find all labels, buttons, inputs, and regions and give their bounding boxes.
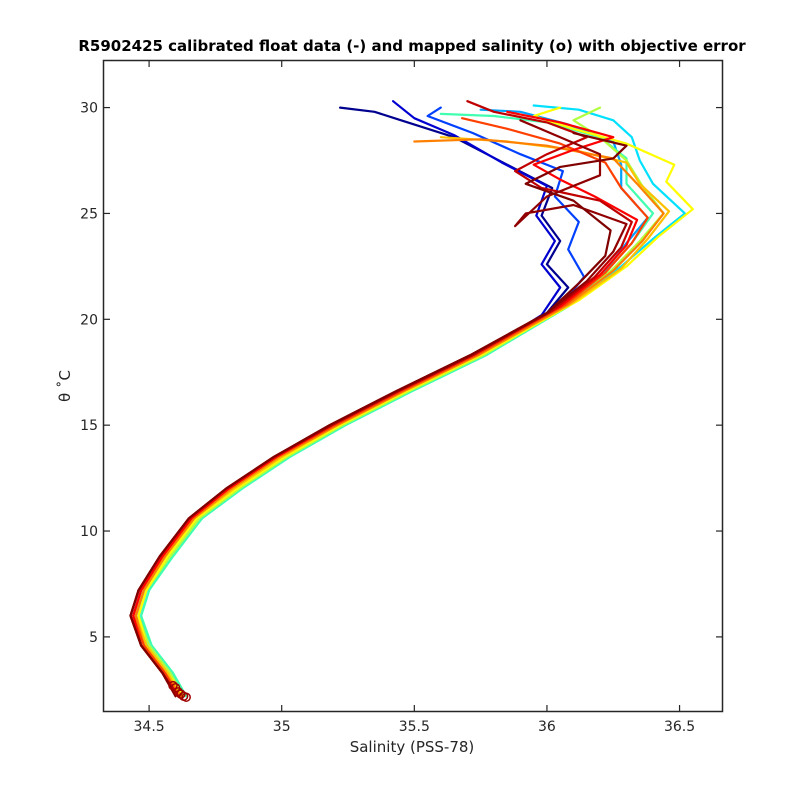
x-tick-label: 36 [538,719,556,735]
y-tick-label: 15 [80,418,98,434]
x-tick-label: 35 [273,719,291,735]
y-axis: 5 10 15 20 25 30 [80,101,722,646]
y-tick-label: 10 [80,524,98,540]
profile-line-8 [137,106,694,698]
y-axis-label: θ ˚C [56,370,74,402]
plot-area [129,100,694,702]
x-tick-label: 36.5 [664,719,695,735]
profile-line-15 [129,131,628,698]
x-tick-label: 34.5 [134,719,165,735]
plot-frame [102,59,724,713]
x-axis-label: Salinity (PSS-78) [350,738,475,756]
y-tick-label: 20 [80,312,98,328]
profile-line-10 [134,138,665,698]
chart-title: R5902425 calibrated float data (-) and m… [78,37,746,55]
mapped-salinity-point-5 [181,692,191,702]
y-tick-label: 30 [80,101,98,117]
y-tick-label: 25 [80,206,98,222]
y-tick-label: 5 [89,630,98,646]
x-axis: 34.5 35 35.5 36 36.5 [134,61,695,735]
x-tick-label: 35.5 [399,719,430,735]
mapped-salinity-point-6 [168,680,178,691]
